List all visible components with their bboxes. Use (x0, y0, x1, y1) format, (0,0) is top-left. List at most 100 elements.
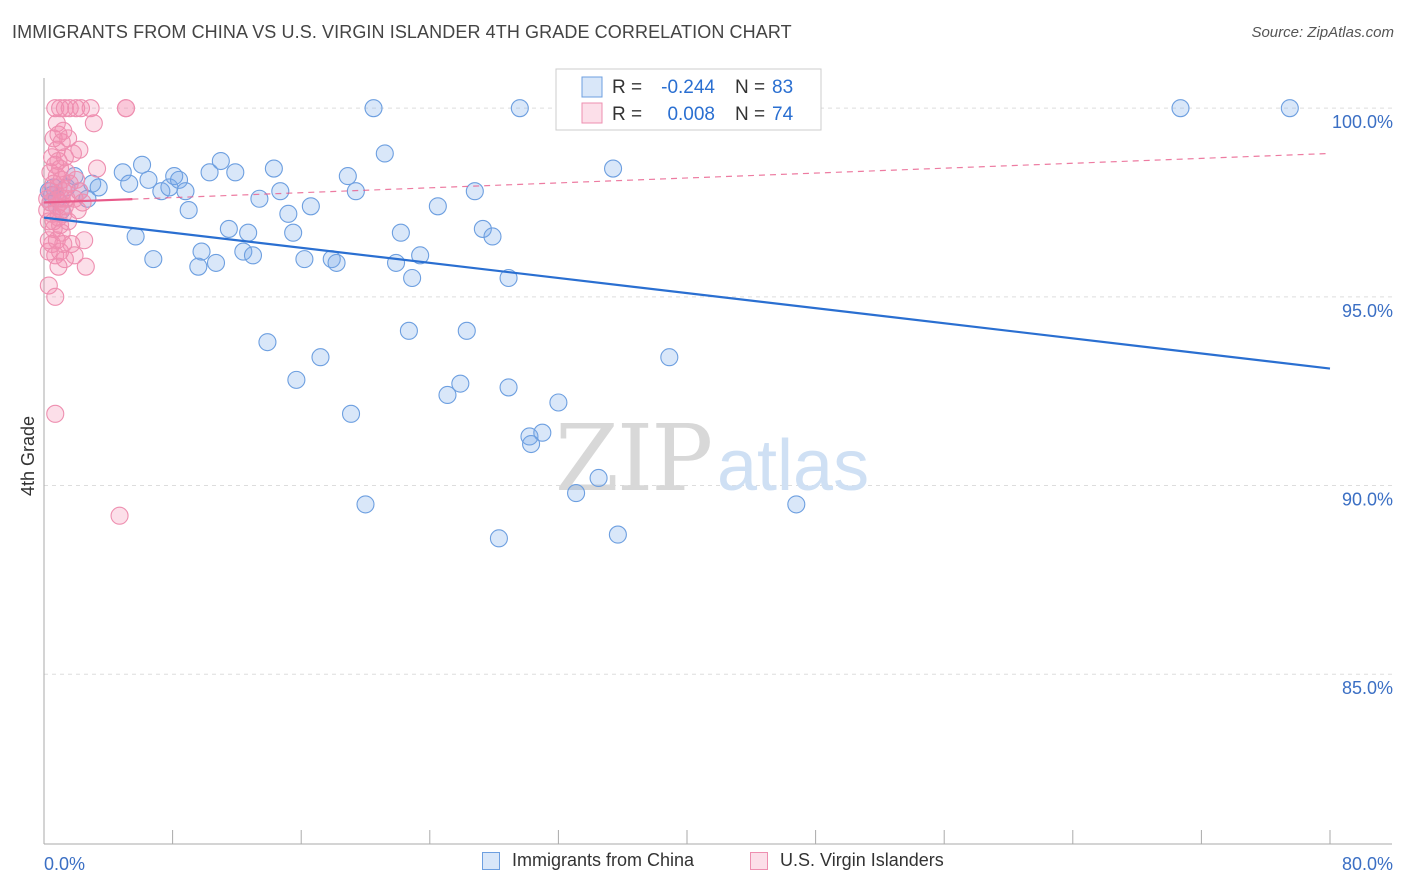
vi-point (84, 114, 103, 133)
china-point (356, 495, 375, 514)
stats-n-label-vi: N = (735, 104, 765, 125)
china-point (189, 257, 208, 276)
china-point (311, 348, 330, 367)
china-point (589, 468, 608, 488)
china-point (139, 170, 158, 189)
vi-point (67, 99, 86, 118)
stats-swatch-vi (581, 102, 603, 124)
china-point (499, 378, 518, 397)
stats-r-label-china: R = (612, 77, 642, 98)
china-point (250, 189, 269, 208)
trend-line-vi-dashed (132, 152, 1331, 200)
legend-swatch-china (482, 851, 500, 870)
x-axis-ticks (43, 830, 1331, 844)
vi-point (75, 231, 94, 250)
vi-point (116, 99, 136, 118)
china-point (211, 151, 230, 171)
stats-r-label-vi: R = (612, 104, 642, 125)
china-point (239, 223, 258, 242)
china-point (438, 385, 457, 405)
stats-n-value-vi: 74 (772, 104, 794, 125)
legend-item-china[interactable]: Immigrants from China (482, 850, 694, 871)
chart-title: IMMIGRANTS FROM CHINA VS U.S. VIRGIN ISL… (12, 22, 792, 42)
china-point (608, 525, 627, 544)
china-point (483, 227, 502, 246)
y-axis-tick-labels: 85.0% 90.0% 95.0% 100.0% (1332, 112, 1393, 698)
vi-point (71, 99, 91, 118)
watermark-zip: ZIP (555, 405, 711, 512)
y-tick-label: 100.0% (1332, 112, 1393, 132)
y-tick-label: 95.0% (1342, 301, 1393, 321)
source-label: Source: ZipAtlas.com (1251, 24, 1394, 41)
china-point (206, 253, 226, 272)
axes (43, 78, 1392, 845)
china-point (510, 99, 529, 118)
watermark-atlas: atlas (717, 426, 869, 506)
china-point (284, 223, 303, 242)
watermark: ZIP atlas (555, 405, 869, 512)
vi-point (49, 257, 68, 276)
china-point (234, 242, 253, 261)
y-axis-title: 4th Grade (18, 416, 38, 496)
china-point (200, 163, 219, 182)
china-point (375, 144, 394, 163)
china-point (604, 159, 623, 178)
vi-point (39, 276, 58, 295)
china-point (341, 404, 361, 423)
legend-label-vi: U.S. Virgin Islanders (780, 850, 944, 870)
china-point (120, 174, 139, 193)
china-point (219, 219, 238, 238)
china-point (226, 163, 245, 182)
china-point (113, 163, 132, 182)
china-point (364, 99, 383, 118)
china-point (403, 268, 422, 288)
vi-point (46, 287, 65, 306)
china-point (399, 321, 418, 340)
china-point (144, 250, 163, 269)
stats-n-value-china: 83 (772, 77, 793, 98)
vi-point (73, 193, 92, 212)
china-point (533, 423, 552, 442)
stats-n-label-china: N = (735, 77, 765, 98)
vi-point (51, 99, 70, 118)
china-point (386, 253, 406, 272)
china-point (169, 170, 189, 189)
stats-r-value-china: -0.244 (661, 77, 715, 98)
y-tick-label: 85.0% (1342, 678, 1393, 698)
x-tick-label-min: 0.0% (44, 854, 85, 874)
china-point (243, 246, 263, 265)
grid-lines (44, 107, 1392, 675)
china-point (522, 434, 541, 454)
china-point (428, 197, 447, 216)
vi-point (67, 170, 86, 189)
china-point (258, 333, 277, 352)
legend-swatch-vi (750, 851, 768, 870)
china-point (489, 529, 508, 548)
china-point (1171, 99, 1190, 118)
vi-point (46, 404, 65, 423)
trend-line-china (43, 216, 1331, 370)
vi-point (47, 114, 66, 133)
vi-point (76, 257, 95, 276)
china-point (411, 246, 430, 265)
vi-point (46, 99, 65, 118)
trend-lines (43, 152, 1331, 370)
trend-line-vi-solid (43, 198, 133, 204)
china-point (133, 155, 152, 174)
china-point (567, 484, 586, 503)
china-point (451, 374, 470, 393)
stats-r-value-vi: 0.008 (667, 104, 715, 125)
china-point (660, 348, 679, 367)
legend-item-vi[interactable]: U.S. Virgin Islanders (750, 850, 944, 871)
vi-point (81, 99, 100, 118)
china-point (271, 182, 290, 201)
china-point (176, 182, 195, 201)
china-point (549, 393, 568, 412)
china-point (327, 253, 346, 272)
vi-point (57, 163, 76, 182)
china-point (126, 227, 145, 246)
legend-label-china: Immigrants from China (512, 850, 695, 870)
series-china-points (39, 99, 1299, 548)
y-tick-label: 90.0% (1342, 490, 1393, 510)
vi-point (70, 182, 89, 201)
